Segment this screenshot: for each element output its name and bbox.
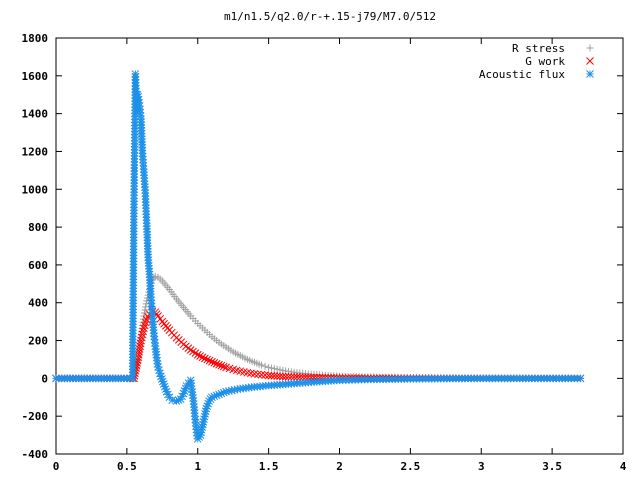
x-tick-label: 3.5	[542, 460, 562, 473]
data-point	[210, 358, 219, 367]
data-point	[219, 362, 228, 371]
data-point	[290, 373, 298, 381]
data-point	[151, 272, 159, 280]
legend-marker	[586, 57, 594, 65]
x-tick-label: 0	[53, 460, 60, 473]
data-point	[276, 366, 284, 374]
data-point	[193, 350, 202, 359]
data-point	[205, 356, 214, 365]
y-tick-label: 1800	[22, 32, 49, 45]
data-point	[203, 355, 212, 364]
x-tick-label: 1.5	[259, 460, 279, 473]
y-tick-label: 1600	[22, 70, 49, 83]
data-point	[257, 370, 266, 379]
data-point	[215, 360, 223, 369]
data-point	[270, 365, 278, 373]
data-point	[267, 364, 275, 372]
data-point	[142, 303, 150, 311]
data-point	[186, 346, 195, 354]
y-tick-label: 600	[28, 259, 48, 272]
axes: 0 0.5 1 1.5 2 2.5 3 3.5 4 -400 -200 0 200 400 600 800 10…	[22, 32, 627, 473]
legend-label: R stress	[512, 42, 565, 55]
data-point	[261, 371, 269, 380]
y-tick-label: 0	[41, 372, 48, 385]
data-point	[198, 353, 207, 362]
chart-title: m1/n1.5/q2.0/r-+.15-j79/M7.0/512	[224, 10, 436, 23]
data-point	[258, 361, 266, 369]
legend-marker	[586, 44, 594, 52]
data-point	[141, 306, 149, 314]
data-point	[141, 318, 150, 327]
data-point	[315, 373, 324, 382]
y-tick-label: 1000	[22, 183, 49, 196]
data-point	[208, 357, 216, 366]
y-tick-label: 200	[28, 335, 48, 348]
data-point	[273, 365, 281, 373]
x-tick-label: 0.5	[117, 460, 137, 473]
x-tick-label: 3	[478, 460, 485, 473]
data-point	[140, 324, 148, 333]
x-tick-label: 4	[620, 460, 627, 473]
x-tick-label: 2.5	[400, 460, 420, 473]
data-point	[287, 372, 296, 381]
data-point	[137, 336, 145, 345]
data-point	[189, 347, 197, 356]
y-tick-label: -400	[22, 448, 49, 461]
legend-marker	[586, 70, 594, 78]
legend-label: G work	[525, 55, 565, 68]
data-point	[136, 339, 145, 348]
data-point	[281, 372, 290, 381]
data-point	[278, 372, 287, 381]
y-tick-label: 400	[28, 297, 48, 310]
data-point	[200, 354, 209, 363]
data-point	[284, 372, 293, 381]
y-tick-label: 800	[28, 221, 48, 234]
data-point	[138, 330, 147, 339]
data-point	[137, 333, 146, 342]
data-point	[265, 363, 273, 371]
data-point	[212, 359, 221, 368]
data-point	[140, 312, 148, 320]
data-point	[196, 352, 204, 360]
data-point	[140, 321, 149, 330]
x-tick-label: 2	[336, 460, 343, 473]
legend-label: Acoustic flux	[479, 68, 565, 81]
data-point	[261, 362, 269, 370]
y-tick-label: 1400	[22, 108, 49, 121]
data-point	[217, 361, 226, 370]
x-tick-label: 1	[194, 460, 201, 473]
data-point	[140, 309, 148, 317]
data-point	[576, 374, 585, 383]
data-series	[52, 70, 585, 443]
series-acoustic-flux	[52, 70, 585, 443]
y-tick-label: -200	[22, 410, 49, 423]
data-point	[191, 349, 200, 358]
data-point	[139, 327, 148, 336]
y-tick-label: 1200	[22, 145, 49, 158]
